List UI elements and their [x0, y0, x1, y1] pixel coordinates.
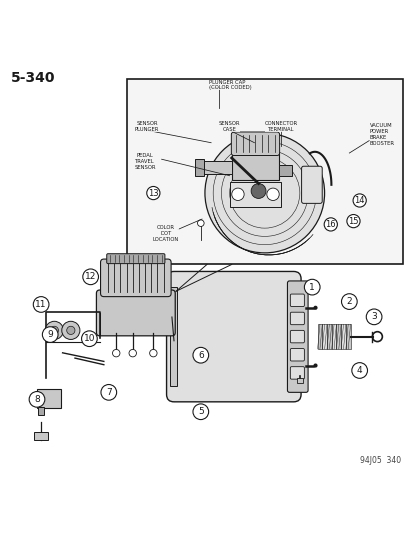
- FancyBboxPatch shape: [301, 166, 321, 204]
- Circle shape: [66, 326, 75, 335]
- Circle shape: [266, 188, 278, 200]
- Text: 6: 6: [197, 351, 203, 360]
- Circle shape: [192, 348, 208, 363]
- Text: 5-340: 5-340: [11, 70, 55, 85]
- FancyBboxPatch shape: [287, 281, 307, 392]
- Bar: [296, 378, 302, 383]
- FancyBboxPatch shape: [166, 271, 300, 402]
- Circle shape: [192, 404, 208, 419]
- Text: 3: 3: [370, 312, 376, 321]
- FancyBboxPatch shape: [290, 330, 304, 343]
- Circle shape: [323, 218, 337, 231]
- Bar: [126, 79, 402, 264]
- Text: 2: 2: [346, 297, 351, 306]
- Circle shape: [101, 384, 116, 400]
- Text: PLUNGER CAP
(COLOR CODED): PLUNGER CAP (COLOR CODED): [209, 79, 251, 91]
- Circle shape: [197, 220, 204, 227]
- Text: 15: 15: [347, 216, 358, 225]
- Text: 10: 10: [83, 334, 95, 343]
- Circle shape: [313, 364, 317, 368]
- Text: VACUUM
POWER
BRAKE
BOOSTER: VACUUM POWER BRAKE BOOSTER: [369, 123, 394, 146]
- FancyBboxPatch shape: [290, 294, 304, 306]
- Bar: [36, 390, 61, 408]
- Circle shape: [112, 350, 120, 357]
- Text: COLOR
DOT
LOCATION: COLOR DOT LOCATION: [152, 225, 178, 242]
- Circle shape: [341, 294, 356, 310]
- Circle shape: [146, 187, 159, 200]
- Text: 16: 16: [325, 220, 335, 229]
- Circle shape: [42, 327, 58, 342]
- Circle shape: [255, 184, 273, 202]
- Circle shape: [304, 279, 319, 295]
- Circle shape: [231, 188, 244, 200]
- Bar: [231, 153, 278, 180]
- Bar: [278, 165, 291, 176]
- Circle shape: [50, 326, 58, 335]
- FancyBboxPatch shape: [96, 290, 175, 336]
- Text: 7: 7: [106, 388, 112, 397]
- Circle shape: [83, 269, 98, 285]
- Bar: [336, 324, 340, 349]
- Circle shape: [45, 321, 63, 340]
- Bar: [229, 182, 280, 207]
- FancyBboxPatch shape: [107, 254, 164, 264]
- Text: 4: 4: [356, 366, 362, 375]
- Circle shape: [351, 362, 367, 378]
- Text: 12: 12: [85, 272, 96, 281]
- Text: 1: 1: [309, 282, 314, 292]
- FancyBboxPatch shape: [290, 367, 304, 379]
- Text: CONNECTOR
TERMINAL: CONNECTOR TERMINAL: [264, 121, 297, 132]
- Text: 94J05  340: 94J05 340: [359, 456, 400, 465]
- Bar: [194, 159, 203, 176]
- Text: PEDAL
TRAVEL
SENSOR: PEDAL TRAVEL SENSOR: [134, 153, 155, 169]
- Bar: [33, 432, 48, 440]
- FancyBboxPatch shape: [231, 132, 279, 156]
- Bar: [38, 407, 43, 415]
- Text: SENSOR
CASE: SENSOR CASE: [218, 121, 240, 132]
- Bar: [340, 324, 345, 349]
- Circle shape: [352, 194, 366, 207]
- Circle shape: [251, 183, 266, 198]
- Text: 8: 8: [34, 395, 40, 404]
- Circle shape: [204, 133, 324, 253]
- Text: 11: 11: [35, 300, 47, 309]
- Circle shape: [346, 214, 359, 228]
- Text: 5: 5: [197, 407, 203, 416]
- Bar: [326, 324, 331, 349]
- FancyBboxPatch shape: [290, 312, 304, 325]
- Bar: [317, 324, 321, 349]
- Bar: [169, 287, 177, 386]
- Circle shape: [149, 350, 157, 357]
- FancyBboxPatch shape: [290, 349, 304, 361]
- Bar: [331, 324, 336, 349]
- Circle shape: [62, 321, 80, 340]
- Circle shape: [29, 392, 45, 407]
- Circle shape: [33, 297, 49, 312]
- Circle shape: [129, 350, 136, 357]
- Bar: [202, 161, 231, 174]
- Circle shape: [366, 309, 381, 325]
- Circle shape: [313, 306, 317, 310]
- FancyBboxPatch shape: [100, 259, 171, 297]
- Text: 9: 9: [47, 330, 53, 339]
- Text: SENSOR
PLUNGER: SENSOR PLUNGER: [135, 121, 159, 132]
- Text: 13: 13: [148, 189, 158, 198]
- Bar: [345, 324, 350, 349]
- Text: 14: 14: [354, 196, 364, 205]
- Bar: [321, 324, 326, 349]
- Circle shape: [81, 331, 97, 346]
